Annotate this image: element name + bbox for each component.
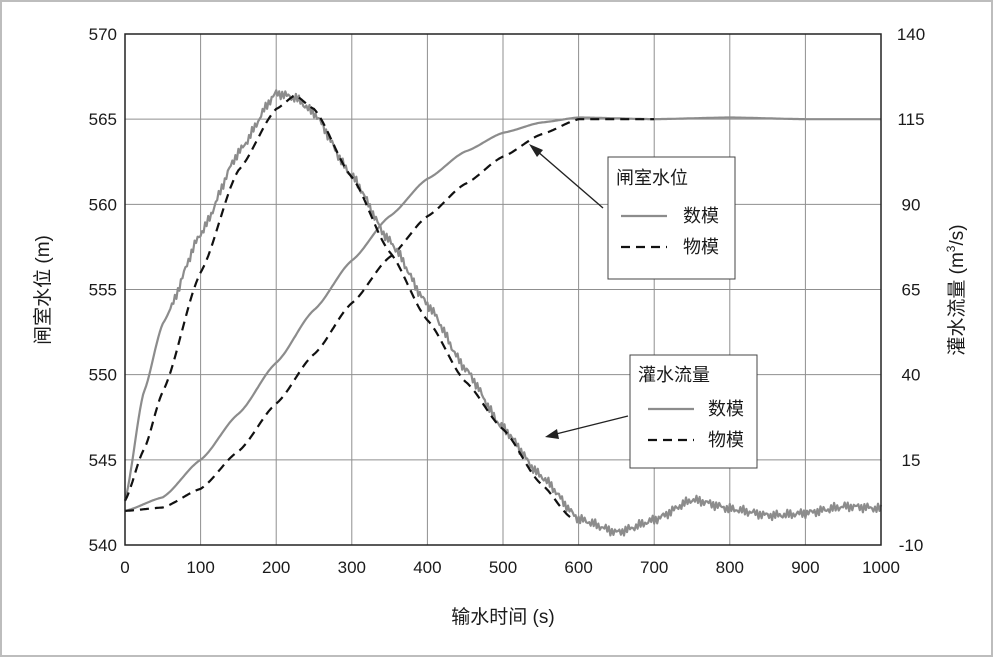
y-left-tick-label: 545 — [89, 451, 117, 470]
y-left-tick-label: 555 — [89, 281, 117, 300]
series-line-water-level-physical — [124, 118, 655, 512]
x-axis-label: 输水时间 (s) — [451, 606, 554, 628]
x-tick-label: 300 — [338, 558, 366, 577]
y-right-tick-label: 115 — [897, 110, 924, 129]
y-right-tick-label: 140 — [897, 25, 925, 44]
x-tick-label: 800 — [716, 558, 744, 577]
x-tick-label: 500 — [489, 558, 517, 577]
x-tick-label: 0 — [120, 558, 129, 577]
y-right-tick-label: 15 — [902, 451, 921, 470]
y-right-tick-label: -10 — [899, 536, 924, 555]
legend-flow: 灌水流量 数模 物模 — [629, 354, 758, 469]
x-tick-label: 600 — [564, 558, 592, 577]
legend-flow-box — [629, 354, 758, 469]
legend-water-level-title: 闸室水位 — [616, 168, 688, 188]
y-left-axis-ticks: 540 545 550 555 560 565 570 — [89, 25, 117, 555]
y-left-axis-label: 闸室水位 (m) — [32, 235, 54, 345]
series-layer — [123, 89, 883, 537]
legend-water-level: 闸室水位 数模 物模 — [607, 156, 736, 280]
legend-water-level-solid-label: 数模 — [683, 206, 719, 226]
legend-flow-title: 灌水流量 — [638, 365, 710, 385]
y-right-axis-ticks: -10 15 40 65 90 115 140 — [897, 25, 925, 555]
y-right-axis-label: 灌水流量 (m3/s) — [944, 224, 968, 355]
legend-flow-dashed-label: 物模 — [708, 430, 744, 450]
y-right-tick-label: 40 — [902, 366, 921, 385]
x-tick-label: 700 — [640, 558, 668, 577]
series-line-water-level-numerical — [124, 116, 881, 512]
x-tick-label: 200 — [262, 558, 290, 577]
legend-flow-solid-label: 数模 — [708, 399, 744, 419]
x-tick-label: 400 — [413, 558, 441, 577]
y-right-label-prefix: 灌水流量 (m — [946, 252, 968, 355]
x-tick-label: 1000 — [862, 558, 900, 577]
y-left-tick-label: 540 — [89, 536, 117, 555]
y-left-tick-label: 565 — [89, 110, 117, 129]
y-right-tick-label: 90 — [902, 195, 921, 214]
plot-area-border — [124, 33, 882, 546]
legend-water-level-dashed-label: 物模 — [683, 237, 719, 257]
series-line-flow-physical — [124, 94, 572, 519]
x-axis-ticks: 0 100 200 300 400 500 600 700 800 900 1000 — [120, 558, 900, 577]
y-right-label-sup: 3 — [944, 245, 958, 252]
legend-water-level-box — [607, 156, 736, 280]
annotation-arrow-flow — [545, 415, 629, 439]
x-tick-label: 900 — [791, 558, 819, 577]
y-left-tick-label: 570 — [89, 25, 117, 44]
annotation-arrow-water-level — [529, 144, 604, 209]
x-tick-label: 100 — [186, 558, 214, 577]
y-left-tick-label: 560 — [89, 195, 117, 214]
y-right-tick-label: 65 — [902, 281, 921, 300]
y-right-label-suffix: /s) — [947, 224, 968, 245]
y-left-tick-label: 550 — [89, 366, 117, 385]
